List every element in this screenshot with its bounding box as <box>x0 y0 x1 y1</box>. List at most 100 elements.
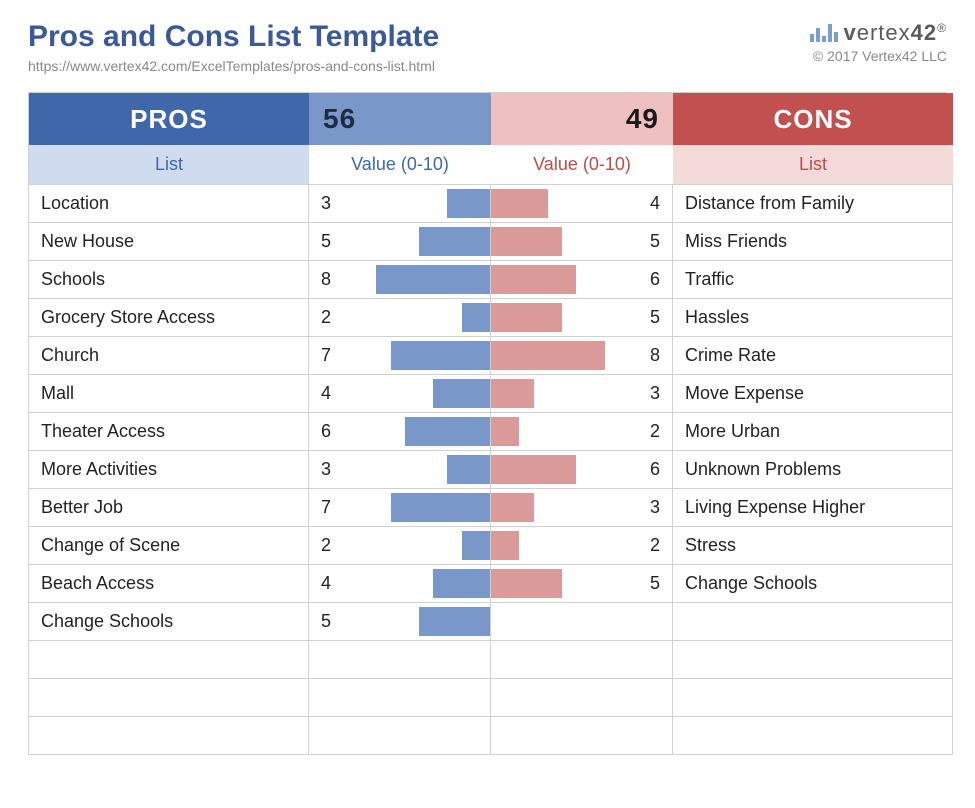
cons-value-number: 3 <box>650 383 660 404</box>
cons-value-cell: 6 <box>491 451 673 489</box>
cons-list-cell: Move Expense <box>673 375 953 413</box>
cons-value-number: 5 <box>650 307 660 328</box>
pros-value-cell: 3 <box>309 451 491 489</box>
pros-value-number: 7 <box>321 497 331 518</box>
cons-list-cell: Stress <box>673 527 953 565</box>
pros-list-cell: More Activities <box>29 451 309 489</box>
brand-logo: vertex42® <box>810 20 948 46</box>
pros-list-cell: Beach Access <box>29 565 309 603</box>
pros-value-number: 3 <box>321 459 331 480</box>
pros-value-cell: 8 <box>309 261 491 299</box>
pros-total: 56 <box>309 93 491 145</box>
pros-value-number: 4 <box>321 573 331 594</box>
cons-list-cell: Miss Friends <box>673 223 953 261</box>
cons-list-cell: Traffic <box>673 261 953 299</box>
pros-list-heading: List <box>29 145 309 185</box>
pros-value-cell: 6 <box>309 413 491 451</box>
cons-value-cell <box>491 679 673 717</box>
pros-list-cell: Change of Scene <box>29 527 309 565</box>
cons-value-number: 5 <box>650 231 660 252</box>
pros-value-number: 5 <box>321 611 331 632</box>
pros-value-cell <box>309 679 491 717</box>
cons-value-cell <box>491 603 673 641</box>
cons-value-cell <box>491 641 673 679</box>
cons-total: 49 <box>491 93 673 145</box>
pros-cons-table: PROS 56 49 CONS List Value (0-10) Value … <box>28 92 947 755</box>
brand-block: vertex42® © 2017 Vertex42 LLC <box>810 20 948 64</box>
page-header: Pros and Cons List Template https://www.… <box>28 20 947 92</box>
cons-bar <box>491 493 534 522</box>
cons-bar <box>491 569 562 598</box>
pros-bar <box>433 569 490 598</box>
cons-value-number: 2 <box>650 535 660 556</box>
pros-bar <box>462 303 490 332</box>
cons-list-cell: Hassles <box>673 299 953 337</box>
cons-list-cell: Crime Rate <box>673 337 953 375</box>
pros-value-cell: 2 <box>309 299 491 337</box>
cons-value-cell: 2 <box>491 413 673 451</box>
pros-bar <box>447 189 490 218</box>
pros-value-cell: 3 <box>309 185 491 223</box>
pros-value-cell: 7 <box>309 337 491 375</box>
pros-bar <box>391 493 490 522</box>
pros-list-cell: Change Schools <box>29 603 309 641</box>
cons-list-cell <box>673 679 953 717</box>
pros-bar <box>419 607 490 636</box>
cons-list-heading: List <box>673 145 953 185</box>
cons-header: CONS <box>673 93 953 145</box>
pros-list-cell: New House <box>29 223 309 261</box>
cons-bar <box>491 265 576 294</box>
cons-list-cell <box>673 641 953 679</box>
pros-value-number: 7 <box>321 345 331 366</box>
brand-copyright: © 2017 Vertex42 LLC <box>810 48 948 64</box>
cons-value-number: 6 <box>650 269 660 290</box>
cons-value-cell: 3 <box>491 489 673 527</box>
cons-bar <box>491 303 562 332</box>
pros-bar <box>376 265 490 294</box>
cons-value-number: 6 <box>650 459 660 480</box>
cons-list-cell <box>673 603 953 641</box>
pros-value-number: 4 <box>321 383 331 404</box>
pros-value-number: 3 <box>321 193 331 214</box>
pros-value-number: 8 <box>321 269 331 290</box>
cons-value-cell: 6 <box>491 261 673 299</box>
pros-value-heading: Value (0-10) <box>309 145 491 185</box>
pros-value-cell: 4 <box>309 565 491 603</box>
cons-list-cell <box>673 717 953 755</box>
pros-list-cell: Church <box>29 337 309 375</box>
cons-bar <box>491 227 562 256</box>
cons-bar <box>491 189 548 218</box>
page-title: Pros and Cons List Template <box>28 20 439 54</box>
cons-bar <box>491 417 519 446</box>
cons-value-number: 2 <box>650 421 660 442</box>
cons-value-cell <box>491 717 673 755</box>
page-subtitle: https://www.vertex42.com/ExcelTemplates/… <box>28 58 439 74</box>
cons-value-cell: 5 <box>491 565 673 603</box>
cons-value-cell: 5 <box>491 299 673 337</box>
cons-bar <box>491 531 519 560</box>
brand-name: vertex42® <box>844 20 948 46</box>
pros-value-cell: 7 <box>309 489 491 527</box>
cons-list-cell: Unknown Problems <box>673 451 953 489</box>
cons-value-number: 4 <box>650 193 660 214</box>
pros-list-cell <box>29 679 309 717</box>
cons-value-number: 8 <box>650 345 660 366</box>
cons-bar <box>491 455 576 484</box>
cons-bar <box>491 379 534 408</box>
pros-value-cell <box>309 717 491 755</box>
pros-list-cell <box>29 641 309 679</box>
cons-value-heading: Value (0-10) <box>491 145 673 185</box>
pros-bar <box>447 455 490 484</box>
cons-list-cell: More Urban <box>673 413 953 451</box>
cons-list-cell: Living Expense Higher <box>673 489 953 527</box>
cons-value-cell: 3 <box>491 375 673 413</box>
cons-bar <box>491 341 605 370</box>
pros-list-cell: Mall <box>29 375 309 413</box>
cons-list-cell: Change Schools <box>673 565 953 603</box>
pros-value-cell: 5 <box>309 223 491 261</box>
pros-header: PROS <box>29 93 309 145</box>
pros-value-cell: 4 <box>309 375 491 413</box>
pros-list-cell <box>29 717 309 755</box>
pros-bar <box>419 227 490 256</box>
pros-bar <box>391 341 490 370</box>
